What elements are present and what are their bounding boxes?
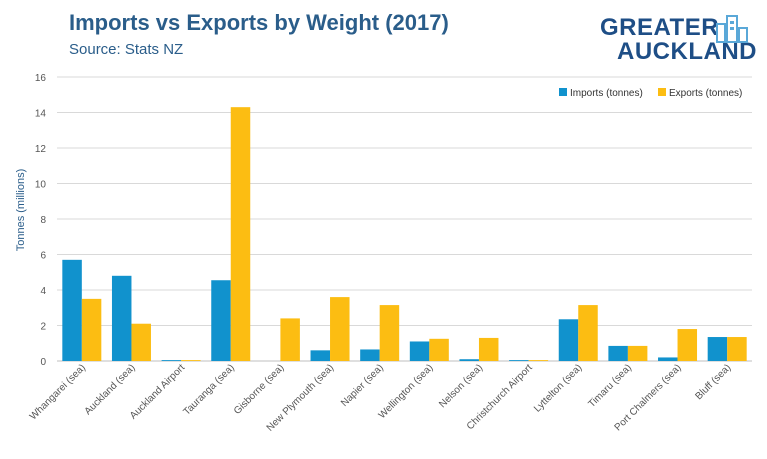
bar-imports (409, 341, 430, 361)
y-tick-label: 16 (35, 73, 47, 84)
x-tick-label: Wellington (sea) (377, 362, 436, 421)
legend: Imports (tonnes) Exports (tonnes) (559, 88, 742, 99)
x-tick-label: Bluff (sea) (693, 362, 733, 402)
bar-exports (677, 329, 698, 361)
bar-imports (211, 280, 231, 361)
bar-exports (230, 107, 251, 361)
x-tick-label: Nelson (sea) (437, 362, 485, 410)
bar-exports (528, 360, 549, 361)
bar-exports (429, 338, 449, 361)
legend-swatch-imports (559, 88, 567, 96)
y-tick-label: 0 (40, 357, 46, 368)
x-tick-label: Gisborne (sea) (232, 362, 287, 417)
bar-exports (379, 305, 400, 361)
x-axis-ticks: Whangarei (sea)Auckland (sea)Auckland Ai… (28, 362, 733, 434)
x-tick-label: Lyttelton (sea) (532, 362, 584, 414)
bar-imports (558, 319, 579, 361)
skyline-icon (716, 15, 748, 43)
y-tick-label: 14 (35, 109, 47, 120)
bar-exports (330, 297, 350, 361)
y-tick-label: 2 (40, 322, 46, 333)
y-axis-label: Tonnes (millions) (15, 169, 27, 252)
x-tick-label: Whangarei (sea) (28, 362, 88, 422)
legend-label-imports: Imports (tonnes) (570, 88, 643, 99)
bar-exports (280, 318, 300, 361)
x-tick-label: Auckland (sea) (83, 362, 138, 417)
bar-exports (478, 337, 499, 361)
greater-auckland-logo: GREATER AUCKLAND (600, 14, 756, 66)
y-tick-label: 8 (40, 215, 46, 226)
bar-imports (608, 345, 628, 361)
bar-imports (360, 349, 380, 361)
bar-imports (509, 360, 529, 361)
bar-imports (707, 337, 728, 361)
x-tick-label: Auckland Airport (128, 362, 187, 421)
legend-swatch-exports (658, 88, 666, 96)
bar-imports (459, 359, 479, 361)
bar-imports (310, 350, 331, 361)
bars (62, 107, 747, 361)
bar-imports (658, 357, 678, 361)
bar-exports (181, 360, 201, 361)
bar-exports (81, 298, 102, 361)
gridlines (57, 76, 752, 362)
bar-exports (131, 323, 151, 361)
legend-label-exports: Exports (tonnes) (669, 88, 742, 99)
logo-line-1: GREATER (600, 14, 720, 41)
bar-imports (62, 259, 82, 361)
chart-subtitle: Source: Stats NZ (69, 41, 184, 58)
y-tick-label: 4 (40, 286, 46, 297)
bar-exports (727, 337, 747, 361)
x-tick-label: Tauranga (sea) (182, 362, 237, 417)
x-tick-label: Timaru (sea) (586, 362, 634, 410)
y-tick-label: 6 (40, 251, 46, 262)
bar-imports (111, 275, 132, 361)
y-tick-label: 12 (35, 144, 47, 155)
bar-imports (161, 360, 182, 361)
bar-exports (578, 305, 598, 361)
y-tick-label: 10 (35, 180, 47, 191)
y-axis-ticks: 0 2 4 6 8 10 12 14 16 (35, 73, 47, 368)
x-tick-label: Napier (sea) (339, 362, 386, 409)
chart-title: Imports vs Exports by Weight (2017) (69, 10, 449, 35)
bar-exports (627, 345, 648, 361)
